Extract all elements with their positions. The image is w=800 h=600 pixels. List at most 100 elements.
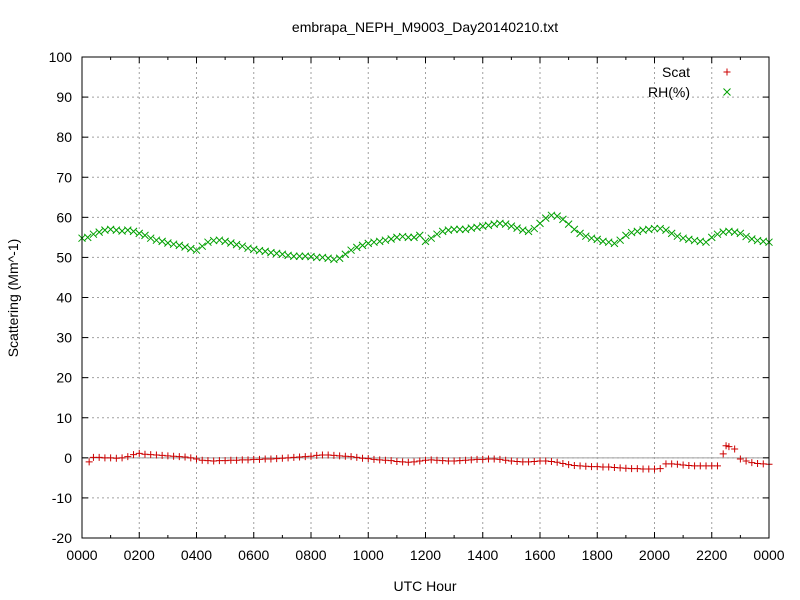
y-tick-label: 80 xyxy=(56,129,72,145)
x-tick-label: 0800 xyxy=(295,547,326,563)
data-point xyxy=(358,241,367,250)
data-point xyxy=(513,224,521,233)
data-point xyxy=(559,215,567,224)
data-point xyxy=(725,443,733,451)
x-tick-label: 0400 xyxy=(181,547,212,563)
x-tick-label: 0000 xyxy=(753,547,784,563)
data-point xyxy=(295,252,304,261)
data-point xyxy=(713,230,722,239)
data-point xyxy=(352,243,361,252)
data-point xyxy=(364,455,372,463)
x-tick-label: 1800 xyxy=(582,547,613,563)
legend: Scat RH(%) xyxy=(648,64,731,100)
data-point xyxy=(581,232,590,241)
data-point xyxy=(662,226,670,235)
data-point xyxy=(736,455,744,463)
data-point xyxy=(736,229,745,238)
data-point xyxy=(748,459,756,467)
data-point xyxy=(404,233,413,242)
data-point xyxy=(416,457,424,465)
data-point xyxy=(415,231,424,240)
data-point xyxy=(204,238,212,247)
data-point xyxy=(135,229,144,238)
y-tick-label: -20 xyxy=(52,530,72,546)
data-point xyxy=(616,236,625,245)
data-point xyxy=(146,234,155,243)
data-point xyxy=(650,224,659,233)
data-point xyxy=(570,225,579,234)
data-point xyxy=(181,453,189,461)
y-tick-label: 70 xyxy=(56,169,72,185)
data-point xyxy=(673,460,681,468)
data-point xyxy=(722,442,730,450)
data-point xyxy=(186,244,195,253)
data-point xyxy=(713,462,721,470)
data-point xyxy=(347,453,355,461)
data-point xyxy=(719,450,727,458)
data-point xyxy=(175,241,184,250)
y-tick-label: 50 xyxy=(56,249,72,265)
y-tick-label: 40 xyxy=(56,290,72,306)
data-point xyxy=(553,458,561,466)
data-point xyxy=(622,231,630,240)
data-point xyxy=(656,224,665,233)
data-point xyxy=(335,254,344,263)
data-point xyxy=(559,459,567,467)
data-point xyxy=(387,457,395,465)
legend-label: RH(%) xyxy=(648,84,690,100)
data-point xyxy=(501,220,510,229)
data-point xyxy=(85,458,93,466)
data-point xyxy=(89,230,98,239)
data-point xyxy=(135,449,143,457)
data-point xyxy=(141,231,149,240)
data-point xyxy=(433,230,441,239)
data-point xyxy=(742,457,750,465)
data-point xyxy=(312,253,321,262)
y-tick-label: 0 xyxy=(64,450,72,466)
data-point xyxy=(124,453,132,461)
data-point xyxy=(707,233,716,242)
data-point xyxy=(507,222,516,231)
data-point xyxy=(118,454,126,462)
data-point xyxy=(742,232,750,241)
data-point xyxy=(731,445,739,453)
data-point xyxy=(702,238,710,247)
y-tick-label: -10 xyxy=(52,490,72,506)
y-tick-label: 30 xyxy=(56,330,72,346)
y-tick-label: 90 xyxy=(56,89,72,105)
legend-marker xyxy=(723,68,731,76)
x-tick-label: 0600 xyxy=(238,547,269,563)
data-point xyxy=(610,239,619,248)
data-point xyxy=(158,237,167,246)
x-tick-label: 1200 xyxy=(410,547,441,563)
series-rh xyxy=(78,211,773,264)
data-point xyxy=(524,227,533,236)
y-tick-label: 10 xyxy=(56,410,72,426)
data-point xyxy=(387,235,396,243)
x-tick-label: 1400 xyxy=(467,547,498,563)
y-axis-label: Scattering (Mm^-1) xyxy=(5,239,21,358)
data-point xyxy=(307,452,315,460)
x-axis-label: UTC Hour xyxy=(393,578,456,594)
x-tick-label: 1600 xyxy=(524,547,555,563)
data-point xyxy=(747,235,756,243)
data-point xyxy=(496,455,504,463)
data-point xyxy=(421,237,430,246)
y-tick-label: 20 xyxy=(56,370,72,386)
x-tick-label: 2200 xyxy=(696,547,727,563)
data-point xyxy=(347,246,355,255)
data-point xyxy=(198,242,207,251)
data-point xyxy=(192,246,201,255)
data-point xyxy=(502,456,510,464)
y-tick-label: 100 xyxy=(49,49,73,65)
x-tick-label: 0000 xyxy=(66,547,97,563)
data-point xyxy=(232,240,241,249)
data-point xyxy=(576,229,584,238)
data-point xyxy=(547,457,555,465)
x-tick-label: 0200 xyxy=(124,547,155,563)
data-point xyxy=(341,250,350,259)
data-point xyxy=(450,225,458,234)
data-point xyxy=(667,229,676,238)
data-point xyxy=(541,214,550,222)
